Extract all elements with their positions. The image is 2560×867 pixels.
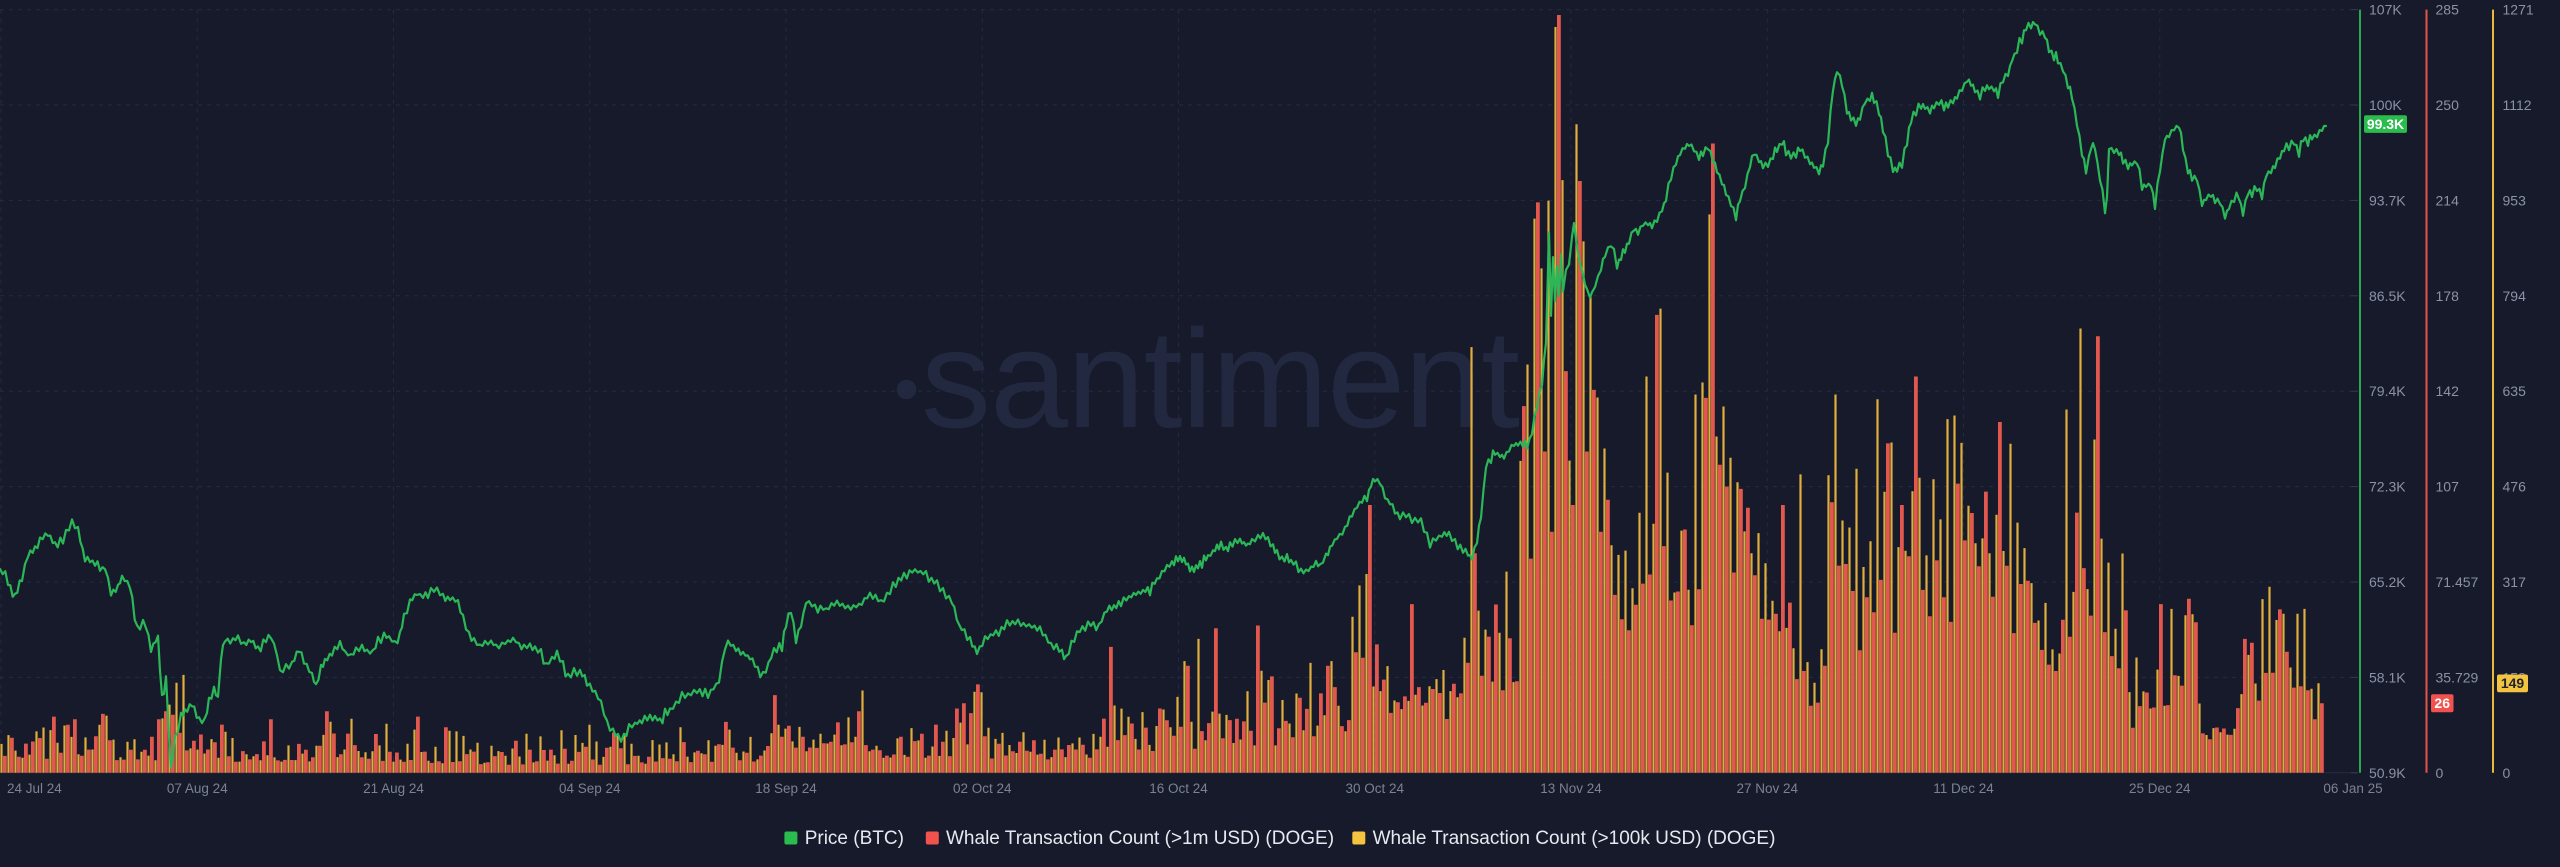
svg-text:93.7K: 93.7K [2369,192,2406,208]
svg-text:Price (BTC): Price (BTC) [805,828,904,849]
svg-text:214: 214 [2436,192,2460,208]
svg-text:71.457: 71.457 [2436,574,2479,590]
svg-text:58.1K: 58.1K [2369,669,2406,685]
svg-text:13 Nov 24: 13 Nov 24 [1540,781,1602,796]
svg-text:0: 0 [2503,765,2511,781]
svg-text:142: 142 [2436,383,2460,399]
svg-text:Whale Transaction Count (>100k: Whale Transaction Count (>100k USD) (DOG… [1373,828,1776,849]
svg-text:178: 178 [2436,288,2460,304]
svg-text:79.4K: 79.4K [2369,383,2406,399]
svg-text:99.3K: 99.3K [2367,116,2404,132]
svg-text:35.729: 35.729 [2436,669,2479,685]
svg-text:635: 635 [2503,383,2527,399]
svg-text:100K: 100K [2369,97,2402,113]
svg-text:06 Jan 25: 06 Jan 25 [2323,781,2382,796]
svg-text:30 Oct 24: 30 Oct 24 [1346,781,1405,796]
svg-text:18 Sep 24: 18 Sep 24 [755,781,817,796]
svg-text:86.5K: 86.5K [2369,288,2406,304]
svg-text:santiment: santiment [921,300,1519,457]
svg-text:476: 476 [2503,479,2527,495]
svg-text:21 Aug 24: 21 Aug 24 [363,781,424,796]
svg-text:65.2K: 65.2K [2369,574,2406,590]
svg-text:250: 250 [2436,97,2460,113]
svg-text:25 Dec 24: 25 Dec 24 [2129,781,2191,796]
svg-text:107: 107 [2436,479,2460,495]
svg-text:1271: 1271 [2503,2,2534,18]
svg-text:1112: 1112 [2503,97,2532,113]
svg-text:317: 317 [2503,574,2527,590]
svg-text:149: 149 [2501,675,2525,691]
svg-text:Whale Transaction Count (>1m U: Whale Transaction Count (>1m USD) (DOGE) [946,828,1334,849]
svg-text:953: 953 [2503,192,2527,208]
svg-text:50.9K: 50.9K [2369,765,2406,781]
svg-text:794: 794 [2503,288,2527,304]
svg-text:285: 285 [2436,2,2460,18]
svg-text:27 Nov 24: 27 Nov 24 [1737,781,1799,796]
svg-text:04 Sep 24: 04 Sep 24 [559,781,621,796]
svg-text:02 Oct 24: 02 Oct 24 [953,781,1012,796]
svg-text:26: 26 [2434,695,2450,711]
svg-text:72.3K: 72.3K [2369,479,2406,495]
svg-text:0: 0 [2436,765,2444,781]
svg-text:11 Dec 24: 11 Dec 24 [1933,781,1994,796]
svg-text:16 Oct 24: 16 Oct 24 [1149,781,1208,796]
svg-text:07 Aug 24: 07 Aug 24 [167,781,228,796]
svg-text:107K: 107K [2369,2,2402,18]
svg-text:24 Jul 24: 24 Jul 24 [7,781,62,796]
